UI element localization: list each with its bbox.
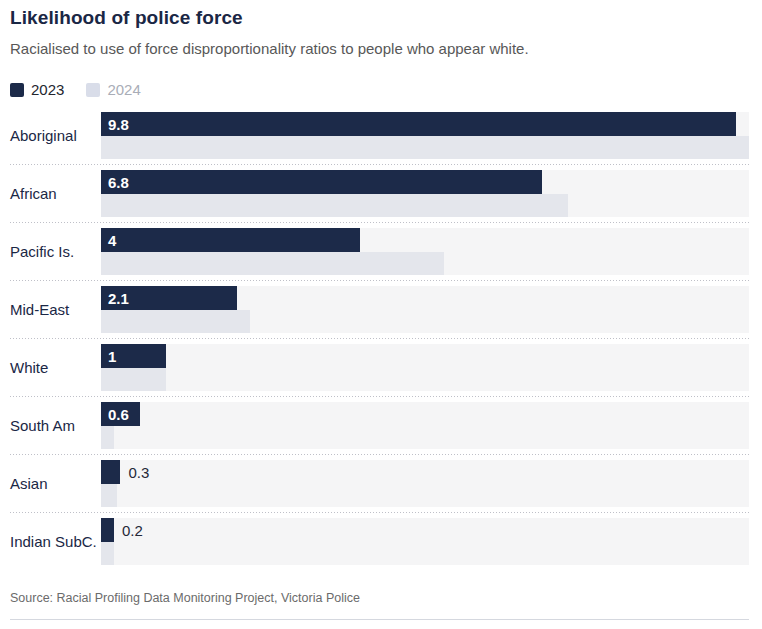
bar-row-2024 — [101, 136, 749, 159]
bar-row-2024 — [101, 252, 749, 275]
row-separator — [10, 512, 749, 513]
bar-row-2023: 4 — [101, 228, 749, 252]
row-separator — [10, 222, 749, 223]
row-group: Indian SubC. 0.2 — [10, 518, 749, 565]
bar-value-label: 9.8 — [108, 116, 129, 133]
bar-row-2024 — [101, 484, 749, 507]
bar-track: 2.1 — [101, 286, 749, 333]
bar-value-label: 0.2 — [122, 522, 143, 539]
bar-2023 — [101, 170, 542, 194]
bar-2024 — [101, 542, 114, 565]
bar-value-label: 0.3 — [128, 464, 149, 481]
bar-track: 0.3 — [101, 460, 749, 507]
bar-track: 6.8 — [101, 170, 749, 217]
category-label: White — [10, 359, 101, 376]
bar-track: 4 — [101, 228, 749, 275]
bar-2024 — [101, 368, 166, 391]
bar-track: 9.8 — [101, 112, 749, 159]
row-group: Pacific Is. 4 — [10, 228, 749, 275]
source-note: Source: Racial Profiling Data Monitoring… — [10, 591, 749, 606]
bar-row-2024 — [101, 310, 749, 333]
category-label: African — [10, 185, 101, 202]
row-group: Mid-East 2.1 — [10, 286, 749, 333]
bar-2024 — [101, 252, 444, 275]
chart-card: Likelihood of police force Racialised to… — [0, 0, 762, 620]
bar-2024 — [101, 484, 117, 507]
legend: 2023 2024 — [10, 81, 749, 98]
bar-2024 — [101, 194, 568, 217]
bar-row-2023: 0.2 — [101, 518, 749, 542]
bar-2024 — [101, 310, 250, 333]
category-label: Asian — [10, 475, 101, 492]
bar-row-2024 — [101, 426, 749, 449]
legend-swatch-2023-icon — [10, 83, 24, 97]
bar-track: 1 — [101, 344, 749, 391]
bar-track: 0.2 — [101, 518, 749, 565]
row-separator — [10, 164, 749, 165]
bar-chart: Aboriginal 9.8 African 6.8 Pacific Is. 4 Mid-E… — [10, 112, 749, 565]
bar-row-2023: 6.8 — [101, 170, 749, 194]
bar-2024 — [101, 426, 114, 449]
category-label: Indian SubC. — [10, 533, 101, 550]
bar-row-2023: 0.6 — [101, 402, 749, 426]
row-separator — [10, 454, 749, 455]
bar-2023 — [101, 112, 736, 136]
row-separator — [10, 396, 749, 397]
bar-track: 0.6 — [101, 402, 749, 449]
row-separator — [10, 338, 749, 339]
row-group: South Am 0.6 — [10, 402, 749, 449]
bar-2023 — [101, 460, 120, 484]
row-separator — [10, 280, 749, 281]
legend-swatch-2024-icon — [86, 83, 100, 97]
legend-item-2024: 2024 — [86, 81, 140, 98]
bar-row-2024 — [101, 368, 749, 391]
row-group: Asian 0.3 — [10, 460, 749, 507]
bar-row-2023: 1 — [101, 344, 749, 368]
bar-2023 — [101, 518, 114, 542]
category-label: Aboriginal — [10, 127, 101, 144]
bar-row-2024 — [101, 194, 749, 217]
row-group: Aboriginal 9.8 — [10, 112, 749, 159]
row-group: African 6.8 — [10, 170, 749, 217]
bar-value-label: 6.8 — [108, 174, 129, 191]
legend-item-2023: 2023 — [10, 81, 64, 98]
legend-label-2024: 2024 — [107, 81, 140, 98]
category-label: South Am — [10, 417, 101, 434]
bar-2023 — [101, 228, 360, 252]
row-group: White 1 — [10, 344, 749, 391]
chart-title: Likelihood of police force — [10, 6, 749, 30]
bar-value-label: 0.6 — [108, 406, 129, 423]
bar-row-2024 — [101, 542, 749, 565]
bar-value-label: 2.1 — [108, 290, 129, 307]
footer-divider — [10, 619, 749, 620]
bar-row-2023: 0.3 — [101, 460, 749, 484]
bar-value-label: 1 — [108, 348, 116, 365]
legend-label-2023: 2023 — [31, 81, 64, 98]
bar-row-2023: 2.1 — [101, 286, 749, 310]
category-label: Mid-East — [10, 301, 101, 318]
category-label: Pacific Is. — [10, 243, 101, 260]
bar-row-2023: 9.8 — [101, 112, 749, 136]
chart-subtitle: Racialised to use of force disproportion… — [10, 40, 749, 58]
bar-value-label: 4 — [108, 232, 116, 249]
bar-2024 — [101, 136, 749, 159]
